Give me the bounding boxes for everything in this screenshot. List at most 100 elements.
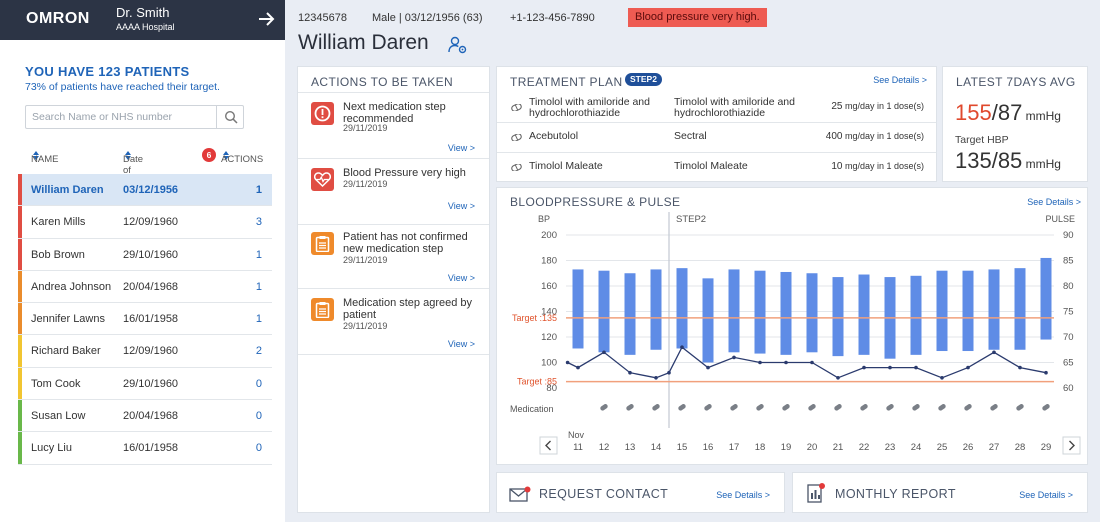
patient-dob: 20/04/1968 <box>123 410 179 423</box>
chart-title: BLOODPRESSURE & PULSE <box>510 195 680 209</box>
mail-icon <box>509 486 531 502</box>
sort-by-actions[interactable]: ACTIONS <box>221 150 263 165</box>
request-contact-panel[interactable]: REQUEST CONTACT See Details > <box>496 472 785 513</box>
day-label: 25 <box>937 442 948 453</box>
patient-sidebar: OMRON Dr. Smith AAAA Hospital YOU HAVE 1… <box>0 0 285 522</box>
day-label: 11 <box>573 442 583 453</box>
search-icon <box>224 110 238 124</box>
day-label: 22 <box>859 442 870 453</box>
sort-by-name[interactable]: NAME <box>31 150 58 165</box>
brand-name: Timolol Maleate <box>674 160 748 172</box>
patient-name: Bob Brown <box>31 248 85 261</box>
day-label: 27 <box>989 442 1000 453</box>
pulse-point <box>784 360 788 365</box>
arrow-right-icon[interactable] <box>256 9 276 29</box>
sort-by-dob[interactable]: Date of Birth <box>123 150 143 187</box>
chart-see-details-link[interactable]: See Details > <box>1027 197 1081 207</box>
target-hbp-label: Target HBP <box>955 134 1009 146</box>
day-label: 15 <box>677 442 688 453</box>
pill-icon <box>511 162 522 174</box>
day-label: 12 <box>599 442 610 453</box>
action-item: Patient has not confirmed new medication… <box>298 227 489 289</box>
brand-name: Sectral <box>674 130 707 142</box>
pulse-point <box>966 365 970 370</box>
dose-amount: 10 <box>831 161 843 172</box>
pulse-point <box>565 360 570 365</box>
alert-icon <box>311 102 334 125</box>
action-view-link[interactable]: View > <box>447 143 475 153</box>
patient-name-title: William Daren <box>298 31 429 54</box>
patient-actions-count: 0 <box>255 442 262 455</box>
target-hbp-number: 135/85 <box>955 148 1023 173</box>
user-settings-icon[interactable] <box>448 35 468 55</box>
patient-dob: 29/10/1960 <box>123 248 179 261</box>
actions-count-badge: 6 <box>202 148 216 162</box>
contact-see-details-link[interactable]: See Details > <box>716 490 770 500</box>
day-label: 26 <box>963 442 974 453</box>
bp-bar <box>1040 257 1052 340</box>
pulse-point <box>576 365 580 370</box>
patient-row[interactable]: Lucy Liu 16/01/1958 0 <box>18 432 272 465</box>
dose: 10 mg/day in 1 dose(s) <box>831 161 924 172</box>
day-label: 13 <box>625 442 636 453</box>
pill-icon <box>652 404 660 411</box>
patient-actions-count: 3 <box>255 216 262 229</box>
patient-name: Jennifer Lawns <box>31 313 105 326</box>
bp-tick-label: 200 <box>541 230 557 241</box>
dose-amount: 25 <box>831 101 843 112</box>
pill-icon <box>834 404 842 411</box>
bp-bar <box>806 273 818 353</box>
monthly-report-panel[interactable]: MONTHLY REPORT See Details > <box>792 472 1088 513</box>
patient-row[interactable]: Karen Mills 12/09/1960 3 <box>18 206 272 239</box>
pulse-point <box>1018 365 1022 370</box>
avg-unit: mmHg <box>1022 109 1061 123</box>
clipboard-icon <box>311 232 334 255</box>
pill-icon <box>782 404 790 411</box>
patient-row[interactable]: Bob Brown 29/10/1960 1 <box>18 238 272 271</box>
patient-search-input[interactable] <box>25 105 244 129</box>
patient-actions-count: 0 <box>255 377 262 390</box>
pulse-tick-label: 75 <box>1063 307 1074 318</box>
action-view-link[interactable]: View > <box>447 201 475 211</box>
patient-actions-count: 1 <box>255 248 262 261</box>
brand-name: Timolol with amiloride and hydrochloroth… <box>674 96 795 119</box>
pill-icon <box>938 404 946 411</box>
name-column-header: NAME <box>31 154 59 165</box>
patient-row[interactable]: Tom Cook 29/10/1960 0 <box>18 367 272 401</box>
chevron-right-icon <box>1069 440 1075 451</box>
search-button[interactable] <box>216 105 244 129</box>
day-label: 19 <box>781 442 792 453</box>
day-label: 28 <box>1015 442 1026 453</box>
action-text: Medication step agreed by patient <box>343 297 473 321</box>
chart-prev-button[interactable] <box>539 436 558 455</box>
pill-icon <box>964 404 972 411</box>
sort-icon <box>33 150 39 160</box>
day-label: 20 <box>807 442 818 453</box>
pulse-point <box>888 365 892 370</box>
target-diastolic-label: Target :85 <box>517 377 557 387</box>
action-view-link[interactable]: View > <box>447 273 475 283</box>
pulse-point <box>706 365 710 370</box>
patient-id: 12345678 <box>298 12 347 24</box>
treatment-see-details-link[interactable]: See Details > <box>873 75 927 85</box>
report-see-details-link[interactable]: See Details > <box>1019 490 1073 500</box>
patient-row[interactable]: Andrea Johnson 20/04/1968 1 <box>18 270 272 304</box>
bp-tick-label: 180 <box>541 256 557 267</box>
actions-panel-title: ACTIONS TO BE TAKEN <box>311 75 454 89</box>
patient-row[interactable]: Susan Low 20/04/1968 0 <box>18 400 272 433</box>
chart-next-button[interactable] <box>1062 436 1081 455</box>
patient-list-header: NAME Date of Birth 6 ACTIONS <box>18 146 272 187</box>
bp-bar <box>650 269 662 350</box>
patient-row[interactable]: Richard Baker 12/09/1960 2 <box>18 335 272 368</box>
patient-row[interactable]: William Daren 03/12/1956 1 <box>18 174 272 207</box>
pulse-point <box>992 350 996 355</box>
bp-pulse-chart: BLOODPRESSURE & PULSE See Details > BP PULS… <box>510 195 1081 455</box>
patient-row[interactable]: Jennifer Lawns 16/01/1958 1 <box>18 303 272 336</box>
pulse-tick-label: 85 <box>1063 256 1074 267</box>
patient-dob: 29/10/1960 <box>123 377 179 390</box>
medication-row: Timolol with amiloride and hydrochloroth… <box>497 93 936 123</box>
bp-bar <box>624 273 636 355</box>
bp-axis-label: BP <box>538 214 550 224</box>
action-view-link[interactable]: View > <box>447 339 475 349</box>
bp-bar <box>936 270 948 352</box>
